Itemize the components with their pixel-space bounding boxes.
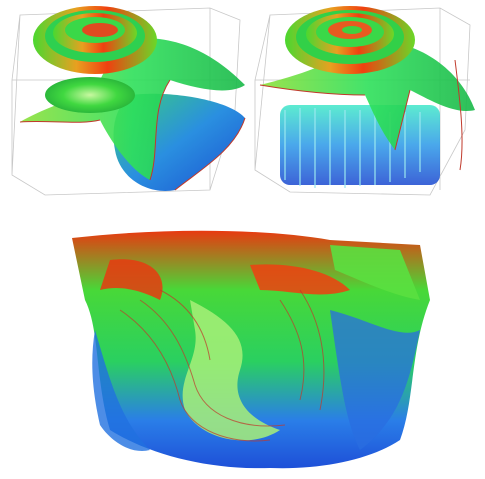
blue-sheets bbox=[280, 105, 440, 188]
green-surface bbox=[260, 40, 475, 150]
green-sheet bbox=[330, 245, 420, 300]
panel-top-right bbox=[254, 6, 475, 196]
blue-sheet bbox=[330, 310, 420, 450]
red-sheet bbox=[100, 259, 163, 300]
red-sheet bbox=[250, 264, 350, 295]
spiral-core bbox=[82, 23, 118, 37]
blue-sheet bbox=[92, 330, 150, 451]
panel-top-left bbox=[11, 6, 246, 196]
green-surface bbox=[20, 38, 245, 180]
bounding-box bbox=[254, 7, 471, 196]
core-surface bbox=[45, 77, 135, 113]
contour-lines bbox=[119, 289, 325, 442]
panel-bottom bbox=[72, 230, 430, 469]
spiral-core bbox=[342, 26, 362, 34]
